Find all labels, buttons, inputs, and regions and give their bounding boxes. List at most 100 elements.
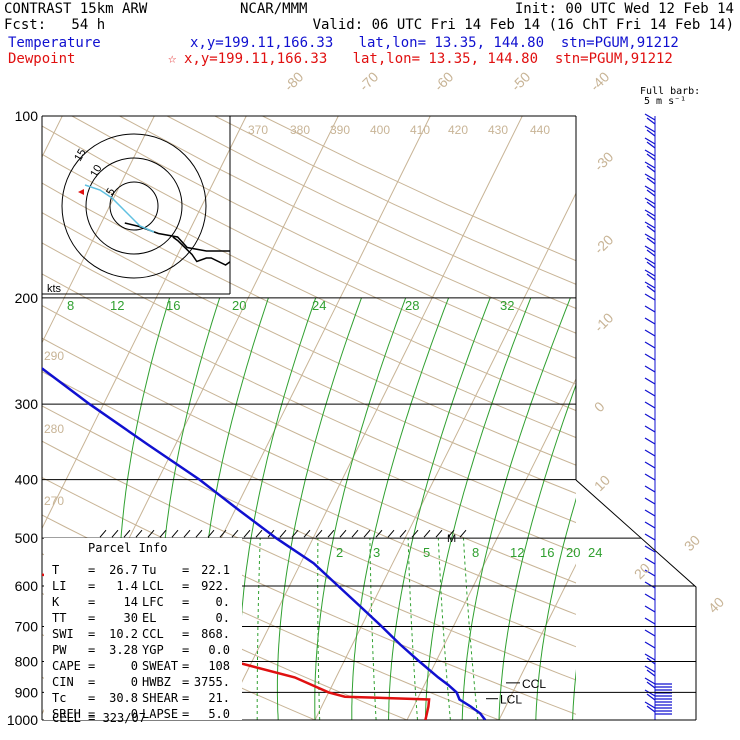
wind-barb [644, 617, 656, 625]
ccl-label: CCL [522, 677, 546, 691]
parcel-equals: = [88, 691, 96, 705]
wind-barb [644, 665, 656, 673]
pressure-tick-label: 100 [15, 108, 39, 124]
wind-barb [644, 677, 656, 685]
freezing-level-tick [291, 529, 299, 538]
wind-barb [644, 209, 656, 217]
parcel-value: 868. [201, 627, 230, 641]
lcl-label: LCL [500, 693, 522, 707]
freezing-level-tick [399, 529, 407, 538]
wind-barb [646, 273, 656, 281]
dry-adiabat-line [42, 337, 576, 584]
dry-adiabat-line [42, 371, 576, 615]
parcel-value: 10.2 [109, 627, 138, 641]
parcel-equals: = [88, 611, 96, 625]
wind-barb [644, 701, 656, 709]
pressure-tick-label: 800 [15, 653, 39, 669]
hodograph-area [61, 133, 230, 279]
parcel-info-title: Parcel Info [88, 541, 168, 555]
isotherm-label: 10 [591, 472, 613, 494]
source-label: NCAR/MMM [240, 1, 308, 17]
freezing-level-tick [315, 529, 323, 538]
wind-barb [646, 261, 656, 269]
wind-barb [644, 149, 656, 157]
isotherm-label: -70 [356, 68, 382, 94]
dry-adiabat-line [42, 273, 576, 524]
freezing-level-tick [195, 529, 203, 538]
parcel-value: 0 [130, 707, 138, 721]
isotherm-line [591, 116, 740, 720]
mixing-ratio-label: 24 [588, 545, 602, 560]
moist-adiabat-line [388, 297, 491, 720]
isotherm-label: -40 [587, 68, 613, 94]
moist-adiabat-line [535, 497, 576, 720]
wind-barb [644, 233, 656, 241]
isotherm-label: -60 [431, 68, 457, 94]
isotherm-line [314, 192, 576, 720]
wind-barb [644, 329, 656, 337]
freezing-level-tick [363, 529, 371, 538]
parcel-equals: = [182, 691, 190, 705]
wind-barb [644, 401, 656, 409]
wind-barb [644, 437, 656, 445]
wind-barb [644, 365, 656, 373]
plot-right-lower-edge [575, 479, 697, 720]
dewpoint-location-info: x,y=199.11,166.33 lat,lon= 13.35, 144.80… [184, 51, 673, 67]
parcel-value: 3.28 [109, 643, 138, 657]
parcel-value: 0 [130, 659, 138, 673]
isotherm-line [683, 116, 740, 720]
hodograph-ring-label: 15 [72, 147, 89, 164]
freezing-level-tick [375, 529, 383, 538]
pressure-tick-label: 200 [15, 290, 39, 306]
wind-barb [644, 461, 656, 469]
isotherm-label: -20 [591, 231, 617, 257]
parcel-label: YGP [142, 643, 164, 657]
parcel-equals: = [88, 707, 96, 721]
wind-barb [644, 317, 656, 325]
wind-barb [644, 173, 656, 181]
wind-barb [646, 177, 656, 185]
mixing-ratio-label: 2 [336, 545, 343, 560]
hodograph-ring [109, 181, 159, 231]
temperature-profile-line [42, 366, 487, 720]
forecast-hour: Fcst: 54 h [4, 17, 106, 33]
parcel-equals: = [88, 627, 96, 641]
mixing-ratio-label: 28 [405, 298, 419, 313]
freezing-level-tick [423, 529, 431, 538]
parcel-equals: = [182, 675, 190, 689]
freezing-level-tick [303, 529, 311, 538]
wind-barb [644, 629, 656, 637]
isotherm-line [498, 563, 576, 720]
wind-barb [644, 341, 656, 349]
parcel-label: SWI [52, 627, 74, 641]
parcel-label: LFC [142, 595, 164, 609]
wind-barb [644, 353, 656, 361]
freezing-level-tick [279, 529, 287, 538]
freezing-level-tick [135, 529, 143, 538]
parcel-label: LAPSE [142, 707, 179, 721]
barb-legend-line1: Full barb: [640, 86, 701, 97]
freezing-level-tick [171, 529, 179, 538]
moist-adiabat-line [572, 668, 576, 720]
freezing-level-tick [219, 529, 227, 538]
freezing-level-tick [255, 529, 263, 538]
wind-barb [644, 557, 656, 565]
parcel-label: CAPE [52, 659, 81, 673]
theta-label: 370 [248, 123, 268, 137]
freezing-level-tick [459, 529, 467, 538]
freezing-level-tick [339, 529, 347, 538]
parcel-equals: = [88, 579, 96, 593]
parcel-value: 26.7 [109, 563, 138, 577]
isotherm-label: 40 [705, 594, 727, 616]
freezing-level-tick [207, 529, 215, 538]
wind-barb [644, 377, 656, 385]
wind-barb [646, 285, 656, 293]
freezing-level-tick [243, 529, 251, 538]
parcel-value: 30.8 [109, 691, 138, 705]
parcel-equals: = [88, 643, 96, 657]
pressure-tick-label: 400 [15, 472, 39, 488]
parcel-value: 1.4 [116, 579, 138, 593]
parcel-label: TT [52, 611, 67, 625]
wind-barb [644, 221, 656, 229]
